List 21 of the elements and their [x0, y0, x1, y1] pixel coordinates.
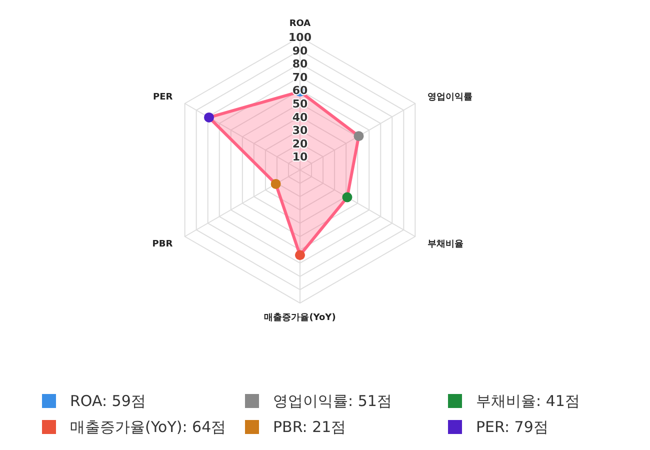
y-tick-label: 100 [288, 31, 312, 44]
text: PER: 79점 [476, 418, 548, 436]
spoke-label: PER [153, 92, 173, 102]
y-tick-label: 10 [292, 150, 308, 164]
y-tick-label: 90 [292, 44, 308, 58]
y-tick-label: 70 [292, 70, 308, 84]
spoke-label: 매출증가율(YoY) [264, 312, 336, 323]
y-tick-label: 40 [292, 110, 308, 124]
text: ROA: 59점 [70, 392, 146, 410]
text: 부채비율: 41점 [476, 392, 580, 410]
spoke-label: 부채비율 [427, 240, 464, 250]
spoke-label: 영업이익률 [427, 92, 472, 102]
y-tick-label: 80 [292, 58, 308, 71]
text: 영업이익률: 51점 [273, 392, 392, 410]
text: PBR: 21점 [273, 418, 346, 436]
spoke-label: ROA [289, 19, 311, 29]
y-tick-label: 20 [292, 137, 308, 150]
text: 매출증가율(YoY): 64점 [70, 418, 226, 436]
spoke-label: PBR [152, 240, 173, 250]
y-tick-label: 50 [292, 98, 308, 110]
y-tick-label: 30 [292, 124, 308, 138]
